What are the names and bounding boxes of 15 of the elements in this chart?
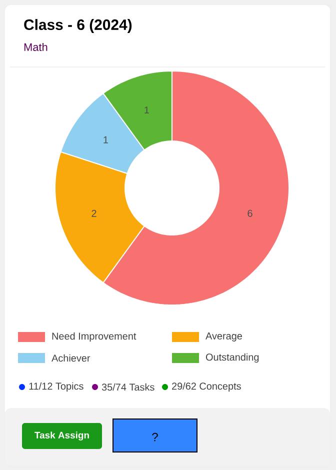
data-label: 6 — [248, 210, 252, 217]
text: ? — [152, 432, 158, 442]
legend-label: Need Improvement — [52, 332, 136, 342]
text: Task Assign — [34, 432, 89, 440]
data-label: 2 — [92, 210, 96, 217]
chart-subtitle: Math — [24, 42, 48, 52]
legend-label: Achiever — [52, 354, 90, 362]
text: 29/62 Concepts — [172, 382, 241, 392]
data-label: 1 — [144, 106, 149, 114]
legend-label: Average — [206, 332, 242, 342]
text: 35/74 Tasks — [102, 383, 154, 391]
text: 11/12 Topics — [29, 382, 84, 392]
legend-label: Outstanding — [206, 353, 259, 363]
data-label: 1 — [104, 136, 108, 144]
chart-title: Class - 6 (2024) — [24, 19, 132, 33]
